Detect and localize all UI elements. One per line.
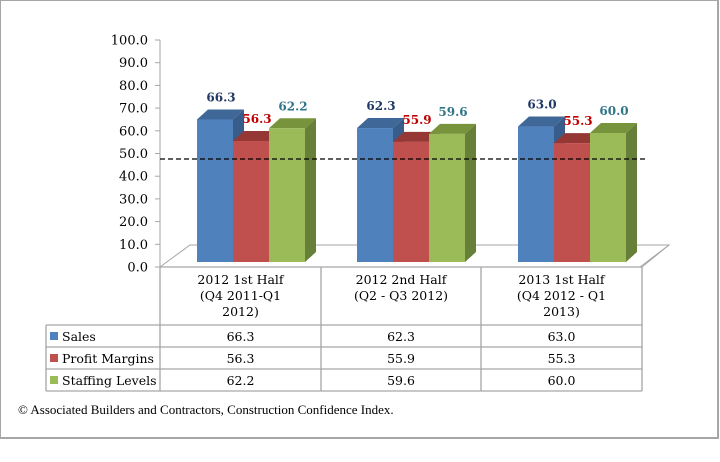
floor-edge — [641, 244, 670, 268]
data-label: 56.3 — [242, 112, 271, 126]
y-tick-label: 40.0 — [119, 170, 148, 185]
bar — [590, 133, 626, 262]
data-label: 63.0 — [527, 98, 556, 112]
source-caption: © Associated Builders and Contractors, C… — [18, 402, 394, 417]
y-tick-label: 50.0 — [119, 147, 148, 162]
bar-top — [518, 116, 565, 127]
bar — [393, 141, 429, 262]
category-label: 2012 2nd Half — [356, 272, 448, 287]
bar-top — [554, 133, 601, 144]
category-label: 2012) — [222, 304, 259, 319]
bar-side — [305, 118, 316, 263]
category-label: 2012 1st Half — [197, 272, 285, 287]
legend-key — [50, 332, 58, 340]
bar — [197, 119, 233, 262]
bar-top — [357, 118, 404, 129]
bar-top — [393, 131, 440, 142]
table-cell-value: 63.0 — [548, 329, 576, 344]
data-label: 55.9 — [402, 113, 431, 127]
table-cell-value: 62.2 — [227, 373, 255, 388]
series-name: Staffing Levels — [62, 373, 157, 388]
y-tick-label: 60.0 — [119, 124, 148, 139]
y-tick-label: 70.0 — [119, 102, 148, 117]
data-label: 55.3 — [563, 114, 592, 128]
bar — [554, 143, 590, 262]
bar — [269, 128, 305, 262]
data-label: 62.2 — [278, 99, 307, 113]
data-label: 62.3 — [366, 99, 395, 113]
y-tick-label: 80.0 — [119, 79, 148, 94]
bar-top — [269, 118, 316, 129]
series-name: Sales — [62, 329, 96, 344]
y-tick-label: 0.0 — [127, 261, 148, 276]
bar — [357, 128, 393, 262]
table-cell-value: 56.3 — [227, 351, 255, 366]
data-label: 59.6 — [438, 105, 467, 119]
legend-key — [50, 354, 58, 362]
category-label: (Q4 2012 - Q1 — [517, 288, 606, 303]
bar — [233, 140, 269, 262]
bar-top — [233, 130, 280, 141]
y-tick-label: 30.0 — [119, 192, 148, 207]
bar — [518, 126, 554, 262]
data-label: 66.3 — [206, 90, 235, 104]
y-tick-label: 10.0 — [119, 238, 148, 253]
bar-side — [465, 123, 476, 262]
bar-side — [626, 123, 637, 262]
series-name: Profit Margins — [62, 351, 154, 366]
table-cell-value: 55.3 — [548, 351, 576, 366]
table-cell-value: 55.9 — [387, 351, 415, 366]
table-cell-value: 62.3 — [387, 329, 415, 344]
data-label: 60.0 — [599, 104, 628, 118]
table-cell-value: 66.3 — [227, 329, 255, 344]
legend-key — [50, 376, 58, 384]
category-label: (Q4 2011-Q1 — [200, 288, 281, 303]
category-label: 2013 1st Half — [518, 272, 606, 287]
y-tick-label: 100.0 — [111, 34, 148, 49]
y-tick-label: 20.0 — [119, 215, 148, 230]
bar-top — [429, 123, 476, 134]
bar — [429, 133, 465, 262]
y-tick-label: 90.0 — [119, 56, 148, 71]
category-label: 2013) — [543, 304, 580, 319]
category-label: (Q2 - Q3 2012) — [354, 288, 448, 303]
bar-top — [590, 123, 637, 133]
bar-top — [197, 109, 244, 120]
table-cell-value: 60.0 — [548, 373, 576, 388]
table-cell-value: 59.6 — [387, 373, 415, 388]
